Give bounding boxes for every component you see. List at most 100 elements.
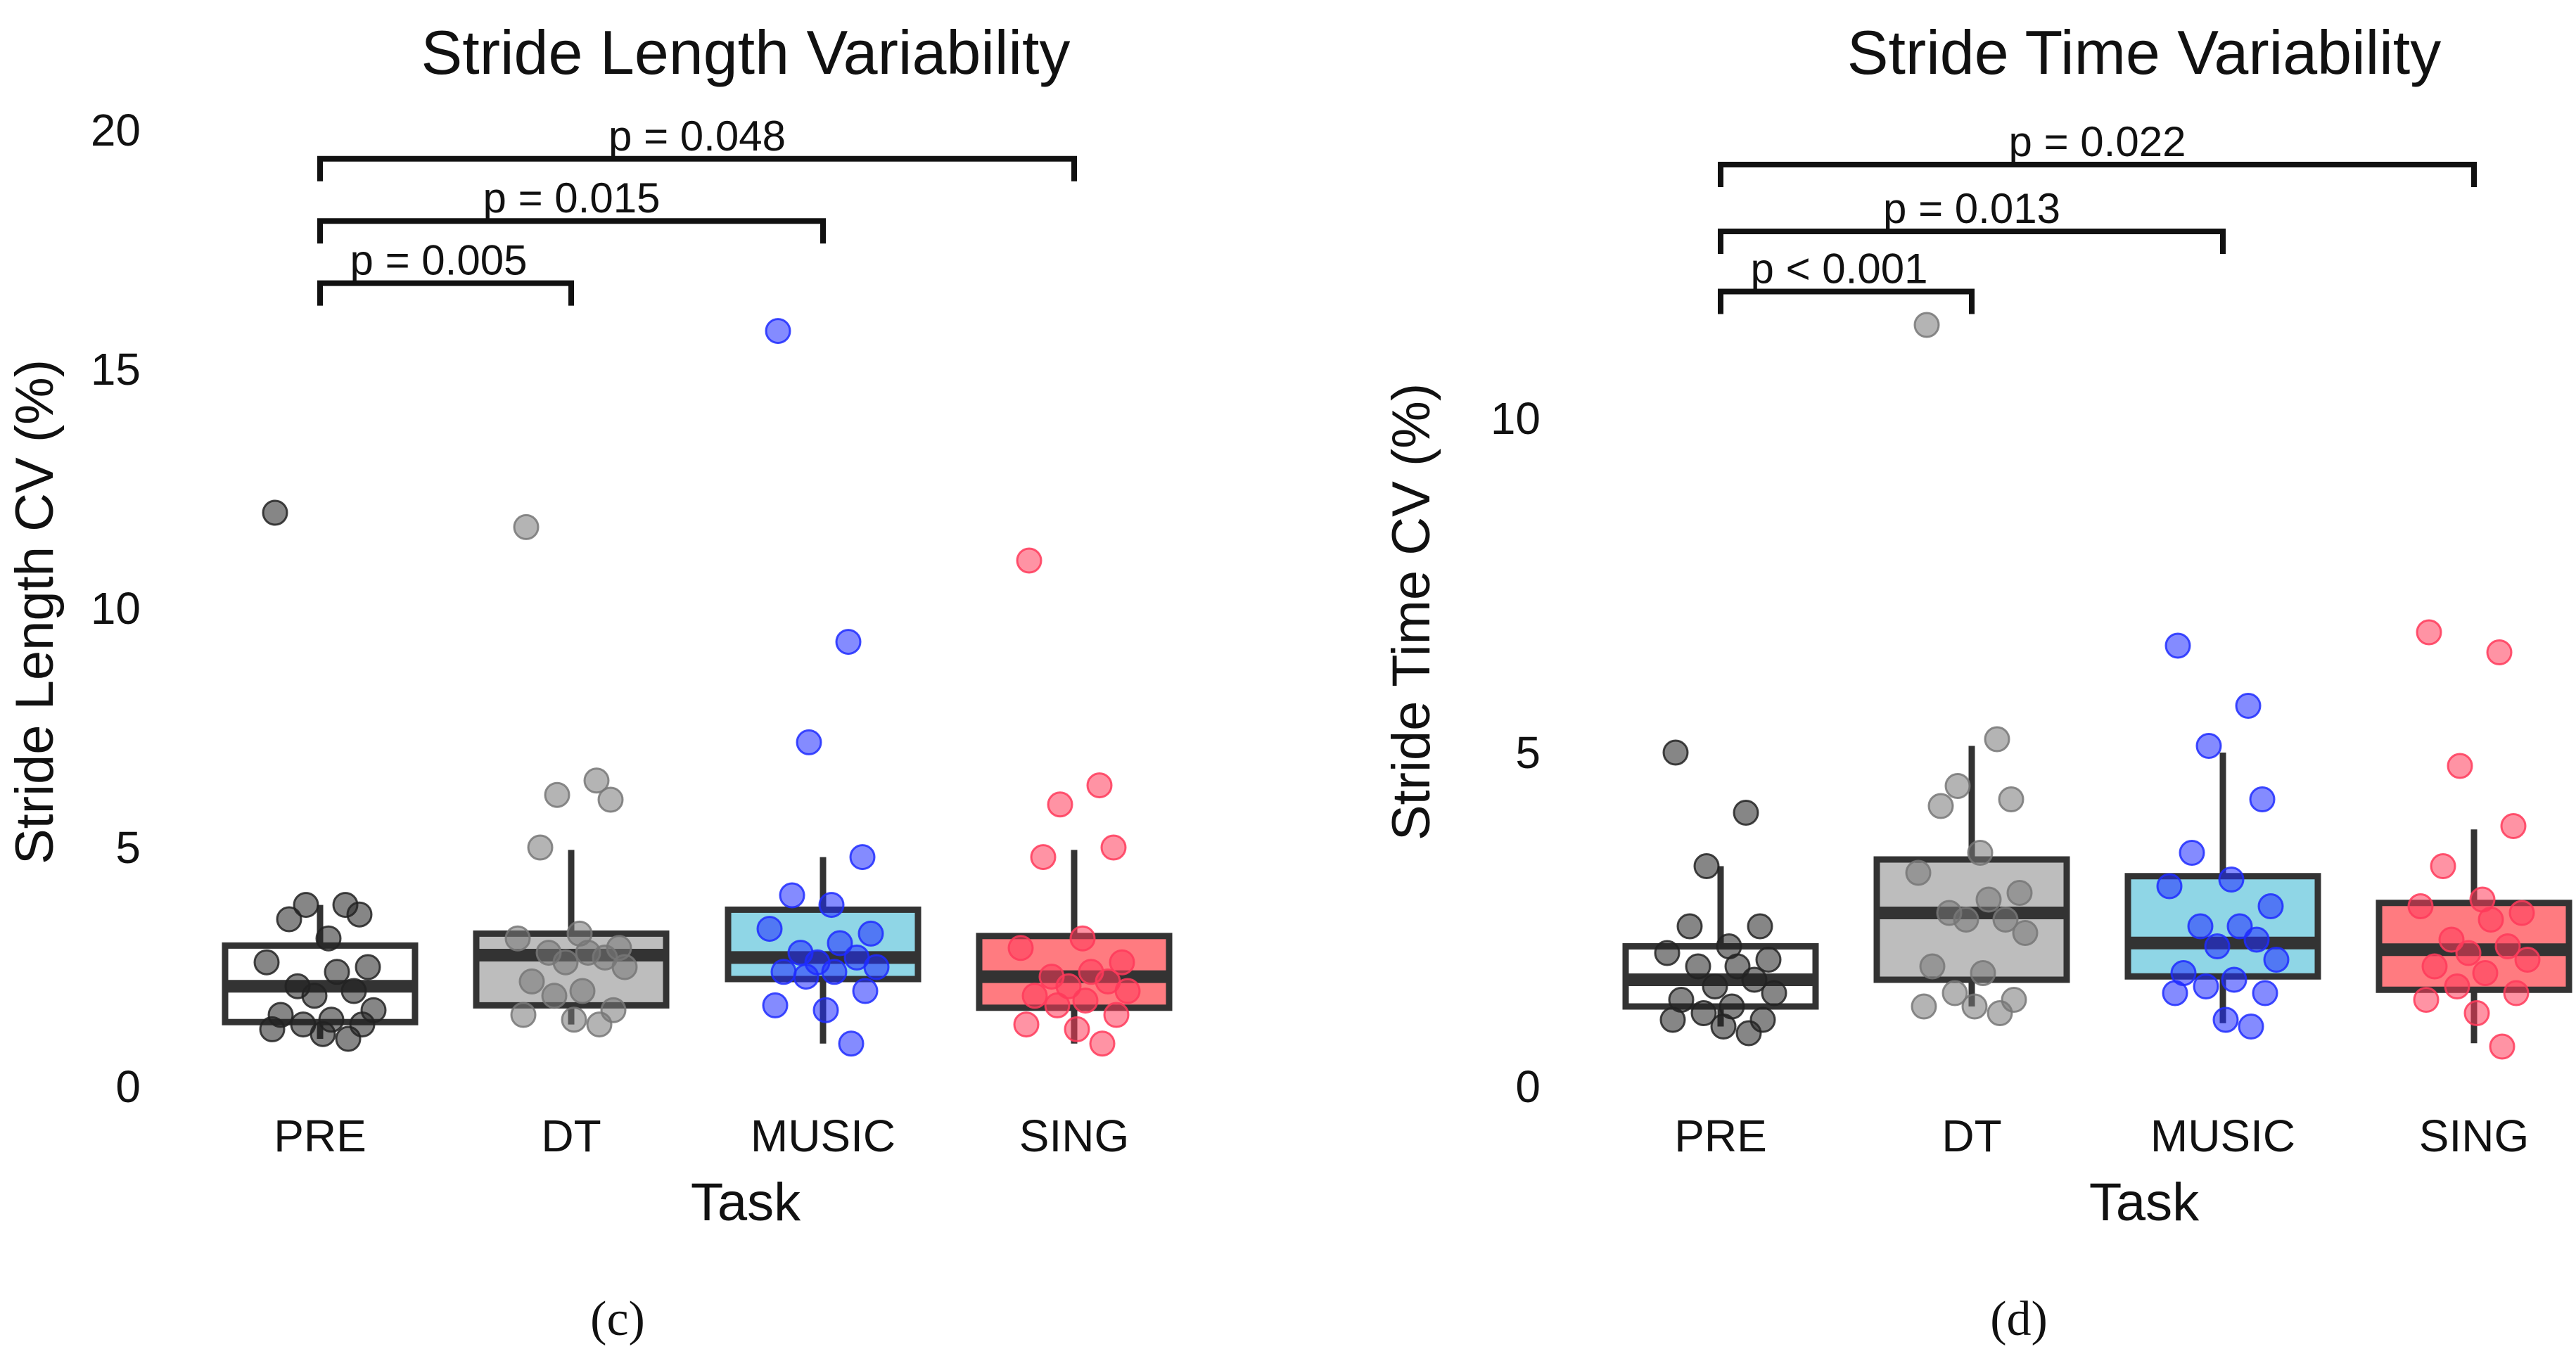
data-point (2407, 893, 2434, 919)
data-point (2500, 813, 2527, 839)
data-point (1747, 913, 1773, 940)
y-tick-label: 20 (91, 105, 141, 155)
significance-brackets: p = 0.048 p = 0.015 p = 0.005 (317, 113, 1077, 306)
y-tick-labels: 0 5 10 (1491, 393, 1541, 1112)
data-point (1733, 800, 1759, 826)
data-point (1103, 1002, 1130, 1028)
panel-caption: (c) (590, 1292, 645, 1346)
data-point (2514, 947, 2541, 973)
data-point (1114, 978, 1141, 1004)
data-point (335, 1025, 362, 1052)
data-point (1919, 953, 1946, 980)
x-tick-label: DT (541, 1111, 601, 1161)
x-tick-label: PRE (1674, 1111, 1767, 1161)
data-point (544, 781, 570, 808)
data-point (1690, 1000, 1717, 1026)
data-point (2489, 1033, 2516, 1060)
significance-brackets: p = 0.022 p = 0.013 p < 0.001 (1718, 118, 2477, 314)
data-point (1911, 993, 1937, 1020)
data-point (355, 954, 381, 980)
data-point (1654, 940, 1681, 966)
data-point (2444, 973, 2470, 999)
data-point (2430, 853, 2456, 879)
data-point (2416, 619, 2442, 646)
data-point (2249, 786, 2276, 812)
data-point (1913, 312, 1940, 338)
y-tick-label: 0 (1515, 1061, 1541, 1112)
data-point (2447, 753, 2473, 779)
data-point (2187, 913, 2214, 940)
data-point (2179, 840, 2205, 866)
data-point (253, 949, 280, 976)
data-point (1702, 973, 1728, 999)
panel-stride-length: Stride Length Variability Stride Length … (5, 18, 1173, 1346)
p-value-label: p < 0.001 (1751, 245, 1928, 293)
data-point (1710, 1014, 1737, 1040)
data-point (1007, 935, 1034, 961)
data-point (2503, 980, 2530, 1006)
data-point (259, 1016, 286, 1042)
data-point (779, 882, 805, 909)
data-point (1992, 907, 2019, 933)
y-tick-label: 10 (1491, 393, 1541, 444)
data-point (1724, 953, 1751, 980)
data-point (2164, 632, 2191, 659)
data-point (293, 892, 319, 919)
data-point (1984, 726, 2010, 753)
data-point (583, 767, 610, 794)
data-point (863, 954, 890, 980)
data-point (2012, 920, 2039, 946)
data-point (1047, 791, 1073, 818)
data-point (818, 892, 845, 919)
data-point (849, 844, 876, 871)
data-point (2494, 933, 2521, 959)
significance-bracket (317, 155, 1077, 181)
data-point (315, 925, 342, 952)
data-point (597, 786, 624, 813)
data-point (1961, 993, 1988, 1020)
data-point (324, 959, 350, 985)
x-tick-label: SING (2419, 1111, 2529, 1161)
data-point (1021, 983, 1048, 1009)
data-point (812, 997, 839, 1023)
data-point (301, 983, 328, 1009)
data-point (1100, 834, 1127, 861)
data-point (1089, 1030, 1116, 1057)
x-tick-label: DT (1941, 1111, 2001, 1161)
y-tick-label: 15 (91, 344, 141, 395)
data-point (2257, 893, 2284, 919)
data-point (1013, 1011, 1040, 1038)
data-point (796, 729, 822, 755)
data-point (2413, 987, 2440, 1013)
significance-bracket (1718, 162, 2477, 187)
data-point (2006, 880, 2033, 906)
box-iqr (2124, 873, 2321, 980)
data-point (586, 1011, 613, 1038)
data-point (1927, 793, 1954, 819)
data-point (276, 906, 302, 933)
data-point (1044, 992, 1071, 1018)
data-point (346, 901, 373, 928)
chart-title: Stride Length Variability (421, 18, 1071, 87)
data-point (2238, 1014, 2264, 1040)
p-value-label: p = 0.015 (483, 174, 661, 222)
data-point (835, 629, 862, 656)
data-point (2193, 973, 2219, 999)
data-point (1064, 1016, 1090, 1042)
data-point (1967, 840, 1994, 866)
significance-bracket (1718, 288, 1975, 314)
data-point (2195, 733, 2222, 759)
data-point (852, 978, 879, 1004)
data-point (513, 513, 540, 540)
panel-caption: (d) (1990, 1292, 2048, 1346)
p-value-label: p = 0.048 (608, 113, 786, 160)
data-point (1662, 739, 1689, 766)
data-point (1905, 859, 1932, 886)
data-point (2508, 900, 2535, 926)
y-tick-label: 10 (91, 583, 141, 634)
x-axis-title: Task (2089, 1172, 2200, 1232)
data-point (1755, 947, 1782, 973)
data-point (838, 1030, 865, 1057)
data-point (561, 1006, 587, 1033)
data-point (262, 499, 288, 526)
